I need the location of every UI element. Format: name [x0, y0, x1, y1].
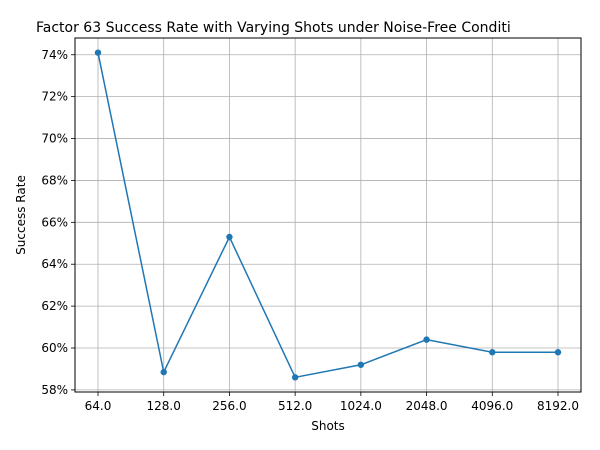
y-tick-label: 64% — [41, 257, 68, 271]
data-point — [291, 374, 299, 381]
data-point — [94, 49, 102, 56]
y-axis-label: Success Rate — [14, 175, 28, 255]
x-tick-label: 4096.0 — [471, 399, 513, 413]
series — [94, 49, 562, 381]
y-tick-label: 72% — [41, 90, 68, 104]
x-tick-label: 64.0 — [85, 399, 112, 413]
data-point — [357, 361, 365, 368]
x-tick-label: 512.0 — [278, 399, 312, 413]
data-point — [489, 349, 496, 356]
data-point — [423, 336, 430, 343]
data-point — [554, 349, 562, 356]
axis-ticks: 64.0 128.0 256.0 512.0 1024.0 2048.0 4096.0 819… — [41, 48, 579, 413]
x-axis-label: Shots — [311, 419, 345, 433]
y-tick-label: 62% — [41, 299, 68, 313]
x-tick-label: 256.0 — [212, 399, 246, 413]
y-tick-label: 74% — [41, 48, 68, 62]
x-tick-label: 1024.0 — [340, 399, 382, 413]
data-point — [160, 368, 167, 376]
y-tick-label: 66% — [41, 215, 68, 229]
y-tick-label: 70% — [41, 132, 68, 146]
x-tick-label: 128.0 — [147, 399, 181, 413]
y-tick-label: 60% — [41, 341, 68, 355]
y-tick-label: 68% — [41, 173, 68, 187]
grid — [75, 38, 581, 392]
chart-title: Factor 63 Success Rate with Varying Shot… — [36, 20, 511, 36]
x-tick-label: 8192.0 — [537, 399, 579, 413]
y-tick-label: 58% — [41, 383, 68, 397]
x-tick-label: 2048.0 — [406, 399, 448, 413]
series-line — [97, 52, 558, 379]
data-point — [226, 233, 233, 241]
plot-frame — [74, 37, 582, 393]
